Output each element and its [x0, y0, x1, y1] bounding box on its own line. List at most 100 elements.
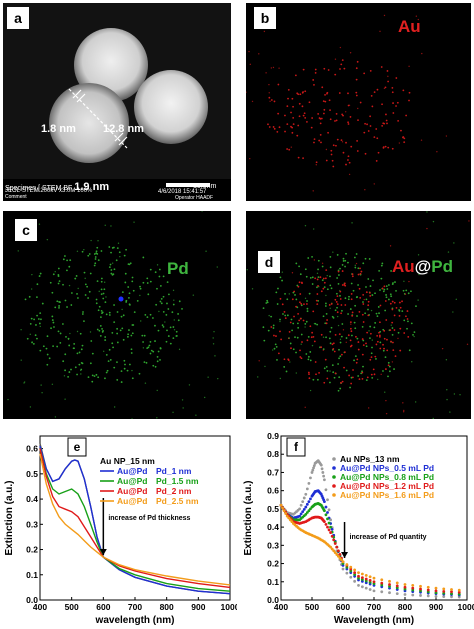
panel-label-d: d: [258, 251, 280, 273]
eds-dot: [323, 381, 326, 384]
eds-dot: [337, 389, 340, 392]
eds-dot: [408, 280, 410, 283]
eds-dot: [173, 329, 176, 331]
eds-dot: [296, 284, 299, 287]
eds-dot: [270, 67, 273, 69]
eds-dot: [359, 296, 362, 299]
eds-dot: [294, 294, 296, 296]
eds-dot: [373, 91, 376, 94]
eds-dot: [295, 262, 298, 265]
eds-dot: [397, 331, 400, 334]
eds-dot: [449, 269, 451, 272]
eds-dot: [297, 326, 300, 329]
data-point: [330, 547, 334, 551]
eds-dot: [120, 381, 123, 383]
eds-dot: [289, 342, 292, 345]
y-tick-label: 0.5: [26, 469, 38, 479]
eds-dot: [336, 138, 339, 141]
eds-dot: [159, 285, 162, 287]
eds-dot: [279, 297, 282, 300]
eds-dot: [365, 342, 367, 345]
eds-dot: [152, 350, 155, 353]
eds-dot: [98, 329, 101, 332]
eds-dot: [321, 262, 324, 264]
eds-dot: [327, 69, 330, 71]
eds-dot: [105, 296, 107, 298]
data-point: [332, 549, 336, 553]
eds-dot: [342, 114, 344, 117]
data-point: [302, 496, 306, 500]
eds-dot: [453, 393, 456, 395]
eds-dot: [298, 265, 301, 268]
eds-dot: [351, 222, 353, 224]
eds-dot: [313, 340, 316, 343]
eds-dot: [90, 340, 93, 342]
eds-dot: [379, 30, 381, 33]
eds-dot: [289, 321, 292, 324]
eds-dot: [382, 370, 384, 372]
data-point: [403, 585, 407, 589]
eds-dot: [157, 329, 160, 332]
eds-dot: [417, 254, 420, 256]
eds-dot: [403, 332, 406, 334]
eds-dot: [313, 83, 315, 86]
data-point: [364, 574, 368, 577]
eds-dot: [319, 133, 322, 136]
eds-dot: [447, 251, 450, 253]
eds-dot: [343, 351, 346, 354]
eds-dot: [341, 380, 344, 383]
eds-dot: [384, 86, 387, 89]
eds-dot: [403, 280, 405, 283]
eds-dot: [327, 131, 329, 134]
eds-dot: [116, 361, 118, 364]
eds-dot: [369, 332, 372, 335]
eds-dot: [146, 277, 149, 280]
eds-dot: [275, 345, 278, 348]
eds-dot: [166, 329, 168, 332]
eds-dot: [350, 145, 353, 148]
eds-dot: [66, 269, 68, 272]
eds-dot: [133, 311, 136, 314]
eds-dot: [426, 227, 428, 230]
legend-label: Au NPs_13 nm: [340, 454, 400, 464]
eds-dot: [279, 377, 282, 380]
eds-dot: [393, 368, 395, 370]
eds-dot: [338, 376, 341, 379]
eds-dot: [123, 254, 126, 257]
eds-dot: [338, 333, 341, 336]
eds-dot: [353, 321, 356, 324]
eds-dot: [212, 337, 214, 339]
eds-dot: [304, 90, 307, 93]
measure-label-3: 1.9 nm: [74, 181, 110, 193]
eds-dot: [111, 274, 114, 276]
eds-dot: [355, 335, 357, 338]
eds-dot: [370, 373, 373, 376]
eds-dot: [307, 355, 310, 358]
eds-dot: [82, 311, 84, 313]
eds-dot: [319, 117, 322, 120]
eds-dot: [299, 273, 302, 276]
eds-dot: [205, 250, 207, 252]
eds-dot: [159, 300, 162, 303]
eds-dot: [79, 332, 82, 335]
eds-dot: [121, 327, 124, 330]
eds-dot: [399, 349, 402, 352]
eds-dot: [124, 363, 126, 366]
eds-dot: [374, 322, 377, 324]
eds-dot: [290, 111, 292, 114]
eds-dot: [341, 309, 343, 312]
x-tick-label: 800: [160, 602, 174, 612]
eds-dot: [370, 352, 373, 355]
eds-dot: [58, 301, 61, 303]
eds-dot: [406, 327, 408, 330]
eds-dot: [56, 345, 59, 348]
eds-dot: [172, 289, 175, 292]
eds-dot: [270, 99, 273, 101]
data-point: [329, 525, 332, 529]
eds-dot: [350, 376, 353, 379]
eds-dot: [300, 357, 303, 360]
eds-dot: [67, 375, 70, 378]
eds-dot: [100, 280, 103, 283]
eds-dot: [100, 293, 103, 296]
eds-dot: [355, 361, 358, 364]
